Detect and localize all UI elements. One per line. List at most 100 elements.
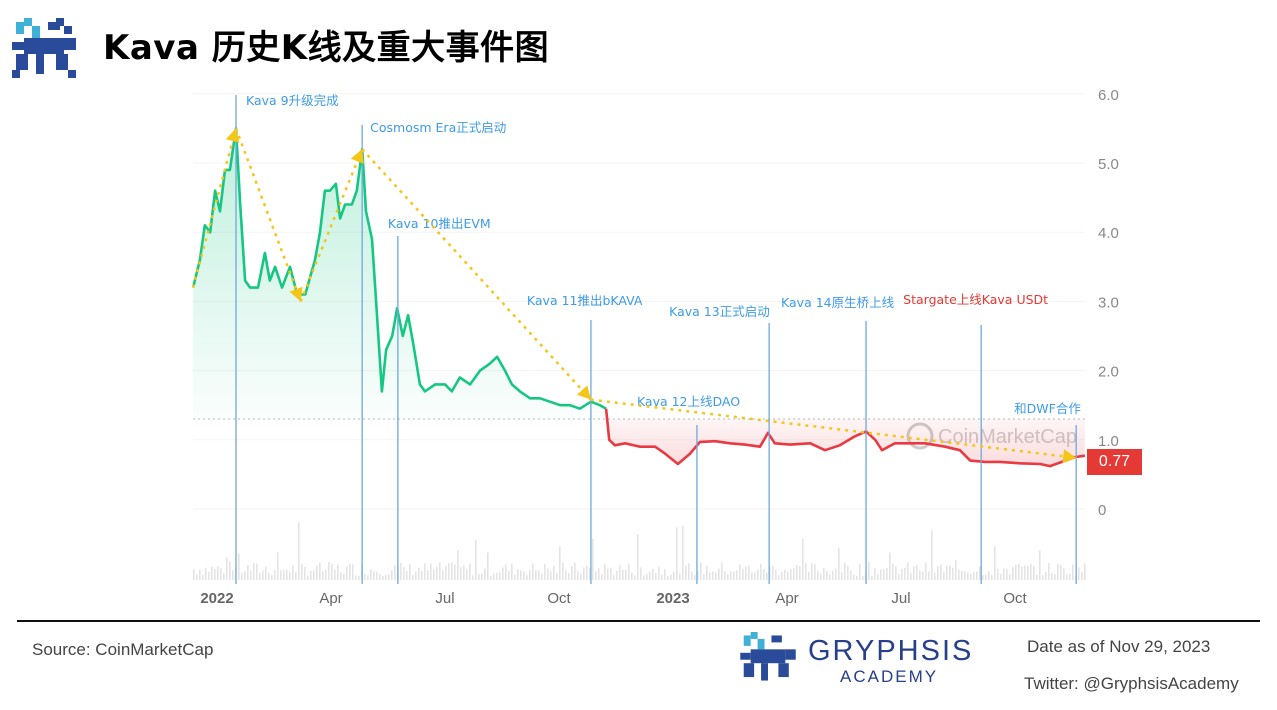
volume-bar	[955, 559, 957, 580]
date-text: Date as of Nov 29, 2023	[1027, 637, 1211, 656]
volume-bar	[793, 568, 795, 580]
volume-bar	[586, 566, 588, 580]
volume-bar	[628, 563, 630, 580]
y-tick-label: 4.0	[1098, 225, 1119, 242]
volume-bar	[901, 568, 903, 580]
volume-bar	[715, 572, 717, 580]
volume-bar	[1003, 568, 1005, 580]
volume-bar	[610, 567, 612, 580]
volume-bar	[577, 571, 579, 580]
volume-bar	[730, 571, 732, 580]
y-tick-label: 2.0	[1098, 364, 1119, 381]
x-tick-label: Apr	[319, 590, 342, 607]
volume-bar	[220, 568, 222, 580]
volume-bar	[619, 565, 621, 580]
volume-bar	[274, 570, 276, 580]
volume-bar	[502, 567, 504, 580]
volume-bar	[703, 573, 705, 580]
volume-bar	[259, 572, 261, 580]
volume-bar	[592, 538, 594, 580]
volume-bar	[679, 573, 681, 580]
volume-bar	[1069, 573, 1071, 580]
volume-bar	[1057, 564, 1059, 580]
volume-bar	[856, 575, 858, 580]
volume-bar	[721, 562, 723, 580]
volume-bar	[505, 564, 507, 580]
x-tick-label: Jul	[891, 590, 910, 607]
volume-bar	[550, 571, 552, 580]
volume-bar	[910, 572, 912, 580]
volume-bar	[1006, 569, 1008, 580]
volume-bar	[979, 566, 981, 580]
volume-bar	[844, 562, 846, 580]
volume-bar	[820, 573, 822, 580]
volume-bar	[1072, 564, 1074, 580]
twitter-handle: Twitter: @GryphsisAcademy	[1024, 674, 1239, 693]
volume-bar	[286, 569, 288, 580]
volume-bar	[1024, 565, 1026, 580]
y-tick-label: 1.0	[1098, 433, 1119, 450]
volume-bar	[853, 574, 855, 580]
volume-bar	[829, 574, 831, 580]
volume-bar	[1018, 563, 1020, 580]
volume-bar	[517, 569, 519, 580]
volume-bar	[751, 572, 753, 580]
volume-bar	[463, 565, 465, 580]
volume-bar	[784, 569, 786, 580]
volume-bar	[949, 565, 951, 580]
volume-bar	[937, 566, 939, 580]
volume-bar	[697, 570, 699, 580]
volume-bar	[772, 565, 774, 580]
volume-bar	[652, 568, 654, 580]
volume-bar	[193, 569, 195, 580]
gryphsis-logo-icon	[12, 18, 76, 78]
volume-bar	[931, 530, 933, 580]
volume-bar	[688, 563, 690, 580]
volume-bar	[841, 572, 843, 580]
volume-bar	[247, 565, 249, 580]
volume-bar	[952, 567, 954, 580]
page-title: Kava 历史K线及重大事件图	[103, 28, 550, 68]
volume-bar	[355, 575, 357, 580]
volume-bar	[712, 571, 714, 580]
volume-bar	[316, 565, 318, 580]
volume-bar	[868, 562, 870, 580]
volume-bar	[1039, 550, 1041, 580]
volume-bar	[541, 574, 543, 580]
volume-bar	[427, 570, 429, 580]
volume-bar	[226, 557, 228, 580]
volume-bar	[898, 574, 900, 580]
x-tick-label: 2023	[656, 590, 689, 607]
volume-bar	[238, 553, 240, 580]
x-tick-label: Apr	[775, 590, 798, 607]
volume-bar	[739, 564, 741, 580]
volume-bar	[379, 574, 381, 580]
event-label: 和DWF合作	[1014, 401, 1081, 416]
volume-bar	[205, 567, 207, 580]
volume-bar	[1030, 563, 1032, 580]
volume-bar	[733, 571, 735, 580]
price-area-up	[193, 128, 607, 420]
volume-bar	[1009, 574, 1011, 580]
event-label: Kava 10推出EVM	[388, 216, 491, 231]
volume-bar	[970, 573, 972, 580]
volume-bar	[799, 566, 801, 580]
volume-bar	[790, 569, 792, 580]
volume-bar	[634, 575, 636, 580]
volume-bar	[460, 566, 462, 580]
volume-bar	[400, 562, 402, 580]
volume-bar	[280, 569, 282, 580]
volume-bar	[991, 574, 993, 580]
volume-bar	[196, 574, 198, 580]
volume-bar	[664, 569, 666, 580]
event-label: Stargate上线Kava USDt	[903, 292, 1048, 307]
volume-bar	[781, 572, 783, 580]
volume-bar	[241, 572, 243, 580]
volume-bar	[700, 562, 702, 580]
volume-bar	[796, 564, 798, 580]
volume-bar	[478, 573, 480, 580]
volume-bar	[589, 567, 591, 580]
volume-bar	[232, 570, 234, 580]
x-tick-label: 2022	[200, 590, 233, 607]
volume-bar	[538, 570, 540, 580]
